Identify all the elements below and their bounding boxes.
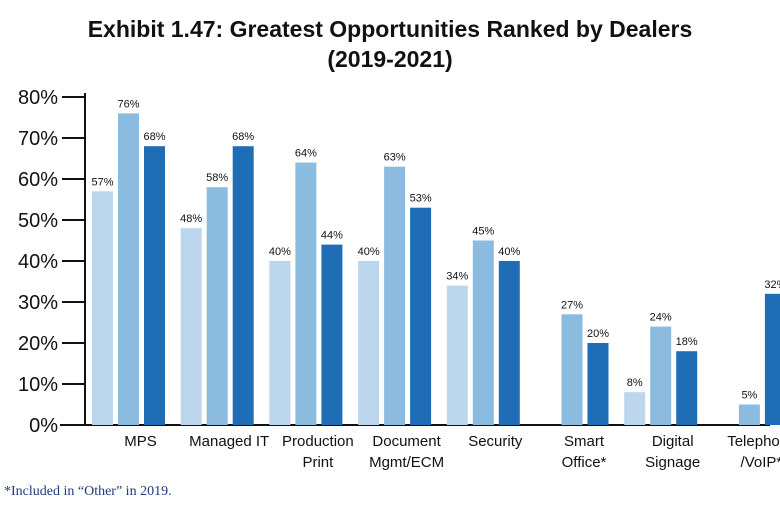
data-label: 76%: [117, 98, 139, 110]
data-label: 48%: [180, 213, 202, 225]
category-label: Security: [468, 433, 523, 450]
data-label: 32%: [764, 279, 780, 291]
category-label: Managed IT: [189, 433, 269, 450]
bar-2020: [384, 166, 406, 425]
data-label: 34%: [446, 271, 468, 283]
bar-2021: [764, 293, 780, 425]
bar-2019: [92, 191, 113, 425]
data-label: 64%: [295, 148, 317, 160]
bar-2020: [472, 240, 494, 425]
bar-2021: [676, 351, 698, 425]
category-label: Production: [282, 433, 354, 450]
bar-2020: [650, 326, 672, 425]
y-tick-label: 30%: [18, 292, 58, 314]
bar-2019: [180, 228, 202, 425]
bar-2019: [269, 261, 291, 425]
category-label: Mgmt/ECM: [369, 454, 444, 471]
data-label: 20%: [587, 328, 609, 340]
chart-title-line2: (2019-2021): [327, 46, 453, 72]
bar-2021: [232, 146, 254, 425]
bar-2020: [295, 162, 317, 425]
bar-2019: [446, 285, 468, 425]
bar-2021: [321, 244, 343, 425]
data-label: 57%: [91, 176, 113, 188]
data-label: 18%: [676, 336, 698, 348]
y-tick-label: 80%: [18, 87, 58, 109]
data-label: 68%: [232, 131, 254, 143]
footnote: *Included in “Other” in 2019.: [4, 484, 172, 499]
chart-title: Exhibit 1.47: Greatest Opportunities Ran…: [0, 14, 780, 74]
bar-2019: [358, 261, 380, 425]
y-tick-label: 20%: [18, 333, 58, 355]
data-label: 63%: [384, 152, 406, 164]
y-tick-label: 70%: [18, 128, 58, 150]
data-label: 44%: [321, 230, 343, 242]
category-label: Digital: [652, 433, 694, 450]
bar-2020: [561, 314, 583, 425]
category-label: MPS: [124, 433, 157, 450]
y-tick-label: 0%: [29, 415, 58, 437]
data-label: 45%: [472, 226, 494, 238]
data-label: 58%: [206, 172, 228, 184]
category-label: Document: [372, 433, 441, 450]
data-label: 40%: [498, 246, 520, 258]
category-label: Print: [302, 454, 334, 471]
chart-title-line1: Exhibit 1.47: Greatest Opportunities Ran…: [87, 16, 693, 42]
bar-2021: [144, 146, 165, 425]
y-tick-label: 50%: [18, 210, 58, 232]
data-label: 40%: [269, 246, 291, 258]
data-label: 27%: [561, 299, 583, 311]
bar-2020: [206, 187, 228, 425]
y-tick-label: 40%: [18, 251, 58, 273]
data-label: 53%: [410, 193, 432, 205]
category-label: Telephony: [727, 433, 780, 450]
data-label: 68%: [143, 131, 165, 143]
category-label: Office*: [562, 454, 607, 471]
category-label: Signage: [645, 454, 700, 471]
bar-2020: [738, 404, 760, 425]
bar-2021: [498, 261, 520, 425]
category-label: Smart: [564, 433, 605, 450]
category-label: /VoIP*: [741, 454, 780, 471]
y-tick-label: 60%: [18, 169, 58, 191]
bar-2021: [410, 207, 432, 425]
data-label: 24%: [650, 312, 672, 324]
data-label: 40%: [358, 246, 380, 258]
y-tick-label: 10%: [18, 374, 58, 396]
data-label: 8%: [627, 377, 643, 389]
bar-2020: [118, 113, 139, 426]
data-label: 5%: [741, 390, 757, 402]
bar-2019: [624, 392, 646, 425]
bar-2021: [587, 343, 609, 425]
